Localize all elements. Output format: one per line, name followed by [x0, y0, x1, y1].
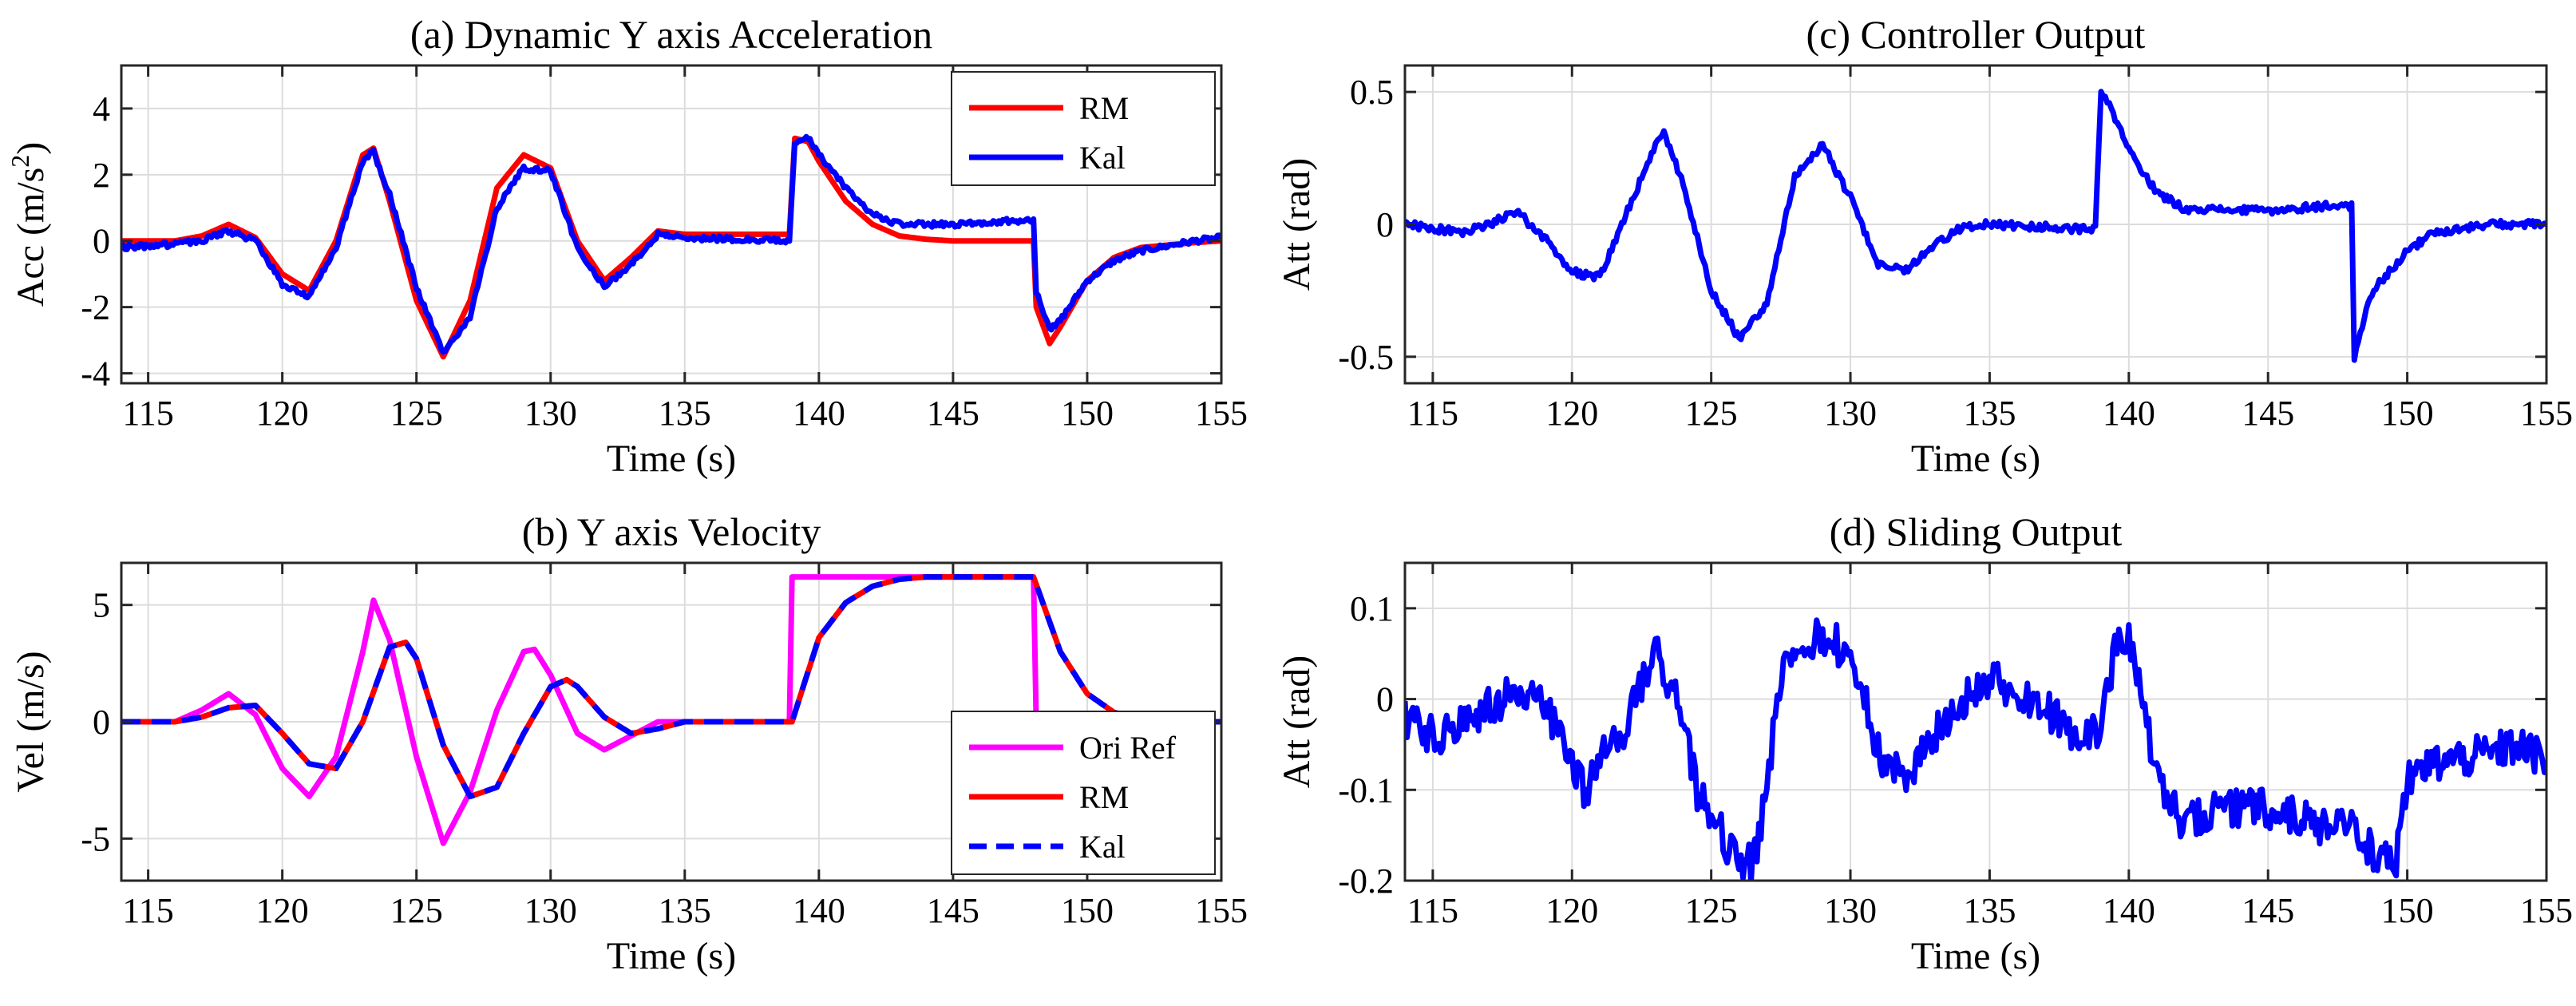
x-axis-label: Time (s) [607, 438, 736, 480]
x-tick-label: 140 [793, 394, 845, 433]
x-tick-label: 140 [793, 891, 845, 930]
x-tick-label: 120 [1545, 394, 1598, 433]
x-tick-label: 135 [659, 891, 711, 930]
x-tick-label: 140 [2103, 394, 2155, 433]
x-tick-label: 130 [524, 394, 577, 433]
x-tick-label: 145 [2242, 394, 2294, 433]
chart-a: 115 120 125 130 135 140 145 150 155 -4 -2 0 2 4 (a) Dy… [6, 12, 1248, 480]
x-axis-label: Time (s) [1911, 438, 2040, 480]
x-tick-label: 115 [1407, 891, 1458, 930]
series-sliding [1405, 617, 2546, 881]
y-tick-label: -0.2 [1338, 861, 1394, 901]
y-tick-label: 0 [93, 703, 110, 742]
legend: RM Kal [951, 71, 1216, 186]
y-axis-label: Acc (m/s2) [6, 142, 52, 307]
x-tick-label: 115 [122, 891, 173, 930]
x-tick-label: 150 [2381, 891, 2434, 930]
legend-entry: RM [1079, 779, 1129, 815]
x-tick-label: 135 [1963, 394, 2016, 433]
legend-entry: Ori Ref [1079, 730, 1177, 766]
x-tick-label: 130 [1824, 394, 1877, 433]
axes-box [120, 64, 1223, 385]
x-tick-label: 120 [256, 891, 309, 930]
y-axis-label-main: Acc (m/s [10, 168, 52, 307]
legend: Ori Ref RM Kal [951, 711, 1216, 875]
y-axis-label: Att (rad) [1276, 655, 1318, 789]
legend-box [951, 71, 1216, 186]
x-tick-label: 125 [1685, 394, 1738, 433]
x-tick-label: 115 [122, 394, 173, 433]
chart-d: 115 120 125 130 135 140 145 150 155 -0.2 -0.1 0 0.1 (… [1276, 509, 2573, 977]
legend-box [951, 711, 1216, 875]
x-tick-label: 130 [1824, 891, 1877, 930]
x-tick-label: 120 [256, 394, 309, 433]
series-kal [121, 574, 1221, 800]
x-tick-label: 135 [659, 394, 711, 433]
legend-entry: RM [1079, 90, 1129, 126]
y-tick-label: -0.5 [1338, 338, 1394, 377]
x-tick-label: 150 [1061, 394, 1114, 433]
x-tick-label: 155 [2520, 394, 2573, 433]
x-tick-label: 155 [2520, 891, 2573, 930]
x-axis-label: Time (s) [1911, 935, 2040, 977]
y-tick-label: -4 [81, 354, 110, 394]
x-tick-label: 140 [2103, 891, 2155, 930]
y-axis-label: Vel (m/s) [10, 651, 52, 792]
y-tick-label: -2 [81, 288, 110, 327]
x-tick-label: 125 [1685, 891, 1738, 930]
series-rm [121, 135, 1221, 360]
axes-box [1403, 561, 2548, 882]
x-tick-label: 155 [1195, 891, 1248, 930]
series-kal [121, 133, 1221, 355]
x-tick-label: 130 [524, 891, 577, 930]
y-tick-label: 5 [93, 586, 110, 625]
x-axis-label: Time (s) [607, 935, 736, 977]
y-tick-label: 0 [93, 222, 110, 261]
x-tick-label: 120 [1545, 891, 1598, 930]
x-tick-label: 150 [2381, 394, 2434, 433]
chart-title: (c) Controller Output [1806, 12, 2146, 57]
x-tick-label: 125 [390, 891, 443, 930]
chart-title: (b) Y axis Velocity [522, 509, 821, 554]
chart-title: (d) Sliding Output [1830, 509, 2123, 554]
chart-c: 115 120 125 130 135 140 145 150 155 -0.5 0 0.5 (c) C… [1276, 12, 2573, 480]
y-tick-label: 4 [93, 89, 110, 129]
legend-entry: Kal [1079, 829, 1126, 865]
x-tick-label: 135 [1963, 891, 2016, 930]
x-tick-label: 115 [1407, 394, 1458, 433]
y-axis-label: Att (rad) [1276, 158, 1318, 291]
y-tick-label: 0.1 [1350, 589, 1394, 628]
chart-title: (a) Dynamic Y axis Acceleration [410, 12, 932, 57]
x-tick-label: 145 [2242, 891, 2294, 930]
y-tick-label: 0.5 [1350, 73, 1394, 112]
x-tick-label: 155 [1195, 394, 1248, 433]
x-tick-label: 125 [390, 394, 443, 433]
y-axis-label-sup: 2 [6, 155, 34, 168]
x-tick-label: 150 [1061, 891, 1114, 930]
y-tick-label: 0 [1376, 680, 1394, 719]
legend-entry: Kal [1079, 140, 1126, 176]
y-tick-label: -0.1 [1338, 770, 1394, 810]
chart-b: 115 120 125 130 135 140 145 150 155 -5 0 5 (b) Y axi… [10, 509, 1248, 977]
y-tick-label: 0 [1376, 205, 1394, 244]
series-controller [1405, 89, 2546, 363]
x-tick-label: 145 [927, 394, 979, 433]
y-tick-label: -5 [81, 819, 110, 858]
x-tick-label: 145 [927, 891, 979, 930]
y-axis-label-end: ) [10, 142, 52, 155]
y-tick-label: 2 [93, 156, 110, 195]
plot-area [1405, 563, 2546, 881]
